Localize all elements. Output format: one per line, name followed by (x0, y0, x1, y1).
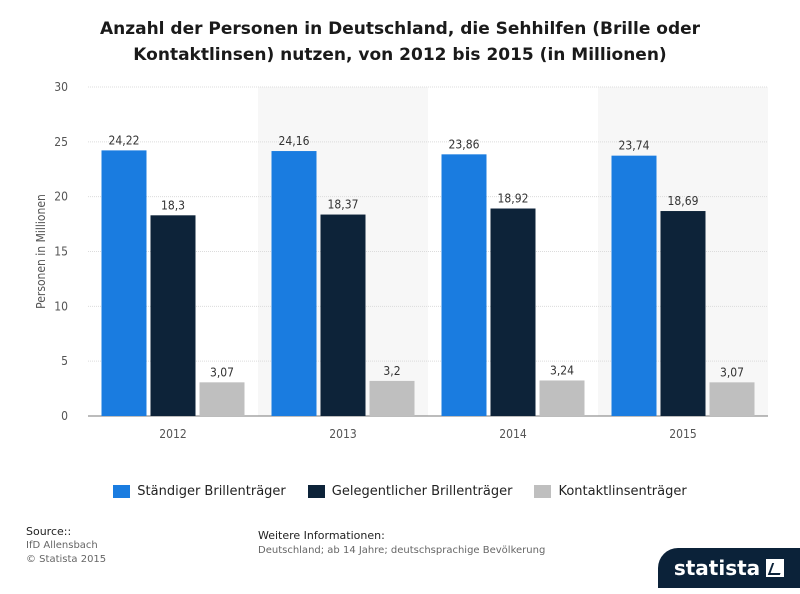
bar (369, 380, 415, 416)
y-tick-label: 20 (54, 190, 68, 204)
statista-logo[interactable]: statista (658, 548, 800, 588)
y-axis-label: Personen in Millionen (34, 194, 48, 309)
data-label: 23,74 (619, 139, 650, 153)
legend-item[interactable]: Ständiger Brillenträger (113, 484, 286, 499)
y-tick-label: 25 (54, 135, 68, 149)
legend-swatch (534, 485, 552, 498)
bar (320, 214, 366, 416)
brand-name: statista (673, 556, 761, 580)
legend-label: Kontaktlinsenträger (558, 484, 687, 499)
info-text: Deutschland; ab 14 Jahre; deutschsprachi… (258, 545, 546, 556)
copyright-line: © Statista 2015 (26, 554, 107, 565)
y-tick-label: 5 (61, 354, 68, 368)
data-label: 3,07 (720, 365, 744, 379)
legend-swatch (307, 485, 325, 498)
legend-swatch (113, 485, 131, 498)
source-heading[interactable]: Source:: (26, 525, 72, 538)
legend: Ständiger Brillenträger Gelegentlicher Br… (0, 484, 800, 499)
bar (611, 155, 657, 416)
x-tick-label: 2014 (499, 427, 527, 441)
statista-logo-icon (766, 559, 785, 577)
data-label: 24,22 (109, 133, 140, 147)
data-label: 3,24 (550, 363, 574, 377)
info-heading[interactable]: Weitere Informationen: (258, 529, 385, 542)
data-label: 3,2 (383, 364, 400, 378)
data-label: 23,86 (449, 137, 480, 151)
legend-label: Gelegentlicher Brillenträger (331, 484, 513, 499)
bar (539, 380, 585, 416)
x-tick-label: 2012 (159, 427, 186, 441)
info-block: Weitere Informationen: Deutschland; ab 1… (258, 528, 545, 558)
bar (490, 208, 536, 416)
legend-item[interactable]: Gelegentlicher Brillenträger (307, 484, 513, 499)
source-line: IfD Allensbach (26, 540, 98, 551)
data-label: 18,37 (328, 198, 359, 212)
bar (441, 154, 487, 416)
x-tick-label: 2013 (329, 427, 356, 441)
bar (709, 382, 755, 416)
y-tick-label: 0 (61, 409, 68, 423)
data-label: 18,69 (668, 194, 699, 208)
data-label: 3,07 (210, 365, 234, 379)
chart-title: Anzahl der Personen in Deutschland, die … (99, 19, 701, 65)
bar (199, 382, 245, 416)
bar (271, 151, 317, 416)
bar (101, 150, 147, 416)
data-label: 18,92 (498, 192, 529, 206)
y-tick-label: 30 (54, 80, 68, 94)
source-block: Source:: IfD Allensbach © Statista 2015 (26, 525, 106, 567)
data-label: 24,16 (279, 134, 310, 148)
legend-label: Ständiger Brillenträger (137, 484, 286, 499)
data-label: 18,3 (161, 198, 185, 212)
legend-item[interactable]: Kontaktlinsenträger (534, 484, 687, 499)
x-tick-label: 2015 (669, 427, 696, 441)
y-tick-label: 10 (54, 299, 68, 313)
bar-chart: 0 5 10 15 20 25 30 Personen in Millionen 24,22 18… (34, 80, 768, 441)
bar (660, 211, 706, 416)
bar (150, 215, 196, 416)
y-tick-label: 15 (54, 245, 68, 259)
